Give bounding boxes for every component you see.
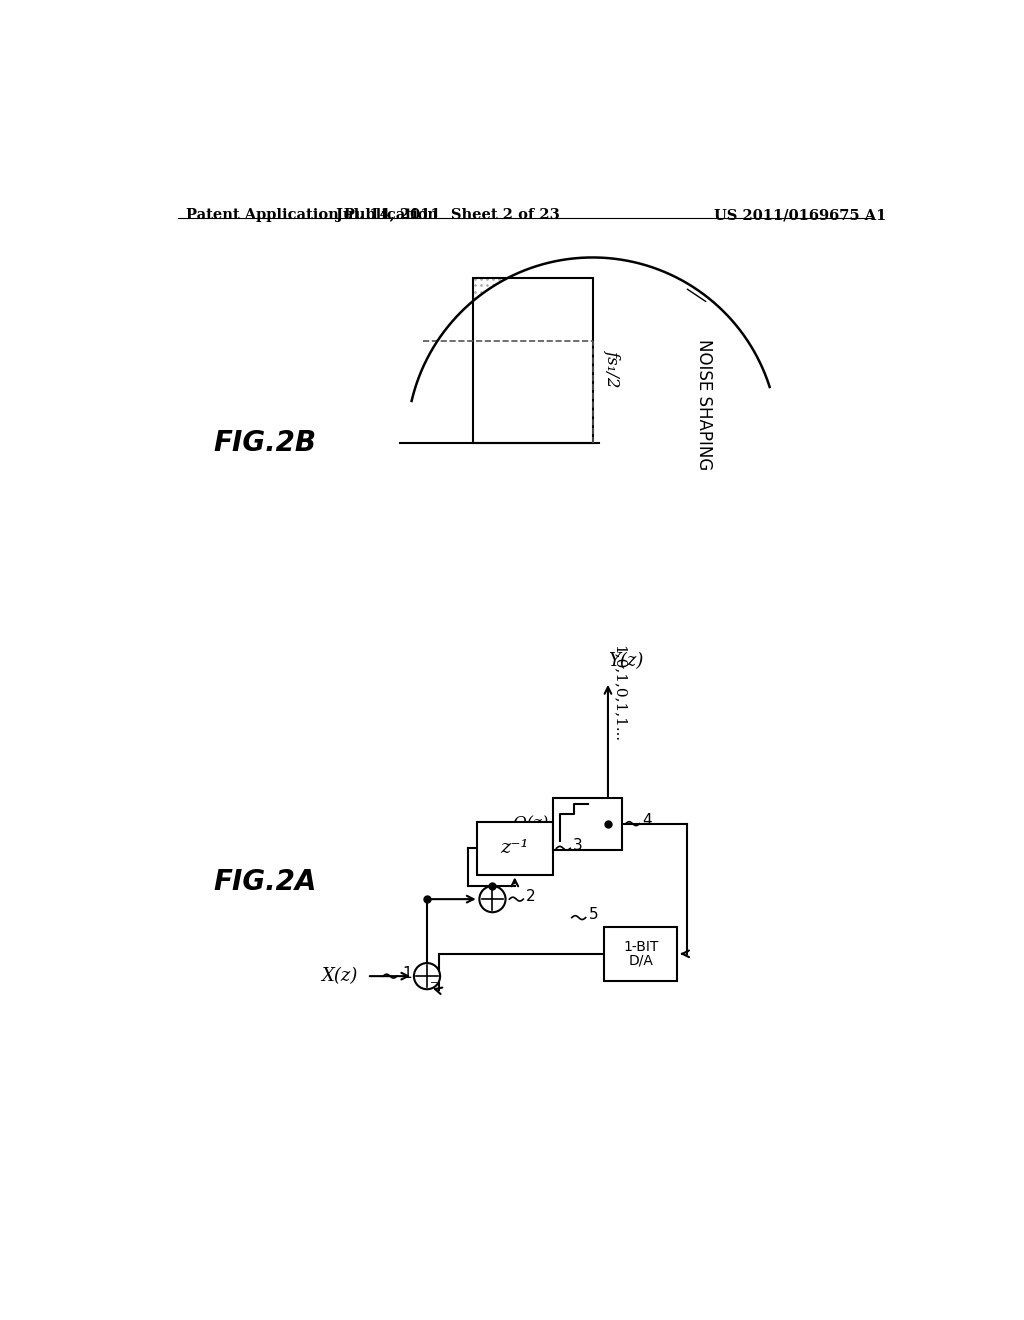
Text: 5: 5 [589, 907, 598, 923]
Circle shape [479, 886, 506, 912]
Text: NOISE SHAPING: NOISE SHAPING [695, 339, 713, 471]
Text: Patent Application Publication: Patent Application Publication [186, 209, 438, 223]
Text: 1: 1 [402, 965, 412, 981]
Text: Y(z): Y(z) [608, 652, 643, 671]
Text: fs₁/2: fs₁/2 [604, 350, 622, 387]
Text: FIG.2B: FIG.2B [214, 429, 316, 457]
Text: 2: 2 [526, 888, 536, 904]
Text: D/A: D/A [629, 954, 653, 968]
Text: −: − [429, 978, 437, 987]
Bar [553, 797, 622, 850]
Circle shape [414, 964, 440, 989]
Text: 1,0,1,0,1,1...: 1,0,1,0,1,1... [611, 645, 626, 742]
Text: X(z): X(z) [322, 968, 357, 985]
Bar [604, 927, 677, 981]
Bar [473, 277, 593, 444]
Text: z⁻¹: z⁻¹ [501, 840, 529, 857]
Text: 1-BIT: 1-BIT [623, 940, 658, 954]
Bar [477, 822, 553, 875]
Text: Jul. 14, 2011  Sheet 2 of 23: Jul. 14, 2011 Sheet 2 of 23 [336, 209, 560, 223]
Text: 4: 4 [643, 813, 652, 828]
Text: US 2011/0169675 A1: US 2011/0169675 A1 [715, 209, 887, 223]
Text: FIG.2A: FIG.2A [214, 869, 317, 896]
Text: 3: 3 [573, 838, 583, 853]
Text: Q(z): Q(z) [513, 816, 548, 832]
